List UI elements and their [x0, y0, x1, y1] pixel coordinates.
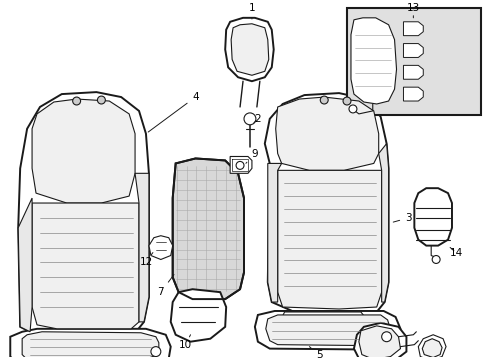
Text: 11: 11: [0, 359, 1, 360]
Polygon shape: [18, 92, 149, 335]
Text: 1: 1: [248, 3, 255, 19]
Text: 7: 7: [157, 275, 174, 297]
Text: 3: 3: [392, 213, 411, 223]
Text: 8: 8: [0, 359, 1, 360]
Text: 13: 13: [406, 3, 419, 18]
Polygon shape: [254, 311, 400, 350]
Circle shape: [236, 161, 244, 169]
Polygon shape: [225, 18, 273, 81]
Polygon shape: [172, 158, 244, 299]
Polygon shape: [277, 170, 381, 309]
Polygon shape: [10, 329, 170, 360]
Circle shape: [244, 113, 255, 125]
Polygon shape: [275, 97, 378, 170]
Polygon shape: [264, 93, 388, 315]
Polygon shape: [417, 335, 445, 360]
Polygon shape: [279, 312, 368, 339]
Circle shape: [343, 97, 350, 105]
Polygon shape: [149, 236, 172, 260]
Text: 9: 9: [245, 149, 258, 163]
Polygon shape: [413, 188, 451, 246]
Circle shape: [151, 347, 161, 356]
Circle shape: [320, 96, 327, 104]
Polygon shape: [378, 144, 388, 302]
Circle shape: [97, 96, 105, 104]
Text: 4: 4: [148, 92, 199, 132]
Circle shape: [73, 97, 81, 105]
Text: 14: 14: [448, 247, 462, 257]
Polygon shape: [403, 22, 423, 36]
Text: 5: 5: [309, 347, 322, 360]
Text: 6: 6: [0, 359, 1, 360]
Circle shape: [348, 105, 356, 113]
Text: 2: 2: [253, 114, 261, 124]
Polygon shape: [230, 157, 251, 173]
Polygon shape: [358, 326, 400, 360]
Polygon shape: [403, 66, 423, 79]
Polygon shape: [170, 289, 226, 342]
Polygon shape: [403, 44, 423, 58]
Circle shape: [381, 332, 391, 342]
Polygon shape: [18, 198, 32, 332]
Polygon shape: [22, 332, 159, 360]
Polygon shape: [403, 87, 423, 101]
Polygon shape: [422, 339, 441, 357]
Polygon shape: [353, 323, 406, 360]
Circle shape: [431, 256, 439, 264]
Polygon shape: [135, 173, 149, 322]
Polygon shape: [265, 315, 390, 346]
Polygon shape: [231, 24, 268, 75]
Polygon shape: [267, 163, 281, 302]
Text: 12: 12: [139, 253, 153, 267]
Polygon shape: [32, 203, 139, 329]
Polygon shape: [350, 18, 396, 104]
Polygon shape: [32, 99, 135, 203]
FancyBboxPatch shape: [346, 8, 480, 115]
Text: 10: 10: [179, 335, 192, 350]
